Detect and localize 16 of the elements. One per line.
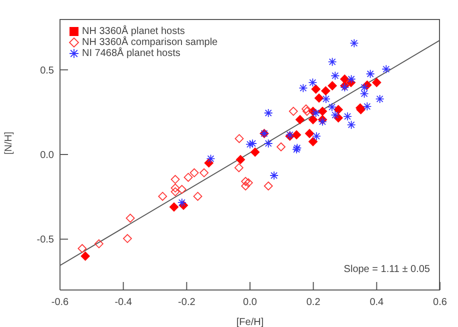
legend-label: NH 3360Å planet hosts — [82, 26, 185, 37]
x-tick-label: 0.2 — [306, 297, 321, 308]
x-tick-label: -0.6 — [51, 297, 70, 308]
y-tick-label: 0.0 — [40, 150, 54, 162]
x-tick-label: -0.2 — [178, 297, 196, 308]
x-tick-label: 0.4 — [370, 297, 384, 308]
legend-label: NI 7468Å planet hosts — [82, 48, 180, 59]
y-tick-label: -0.5 — [36, 234, 54, 246]
x-tick-label: -0.4 — [114, 297, 132, 308]
legend-label: NH 3360Å comparison sample — [82, 37, 218, 48]
y-axis-title: [N/H] — [4, 132, 15, 154]
x-axis-title: [Fe/H] — [236, 317, 264, 327]
x-tick-label: 0.6 — [433, 297, 448, 308]
y-tick-label: 0.5 — [40, 65, 54, 76]
x-tick-label: 0.0 — [243, 297, 258, 308]
annotation: Slope = 1.11 ± 0.05 — [344, 264, 430, 275]
